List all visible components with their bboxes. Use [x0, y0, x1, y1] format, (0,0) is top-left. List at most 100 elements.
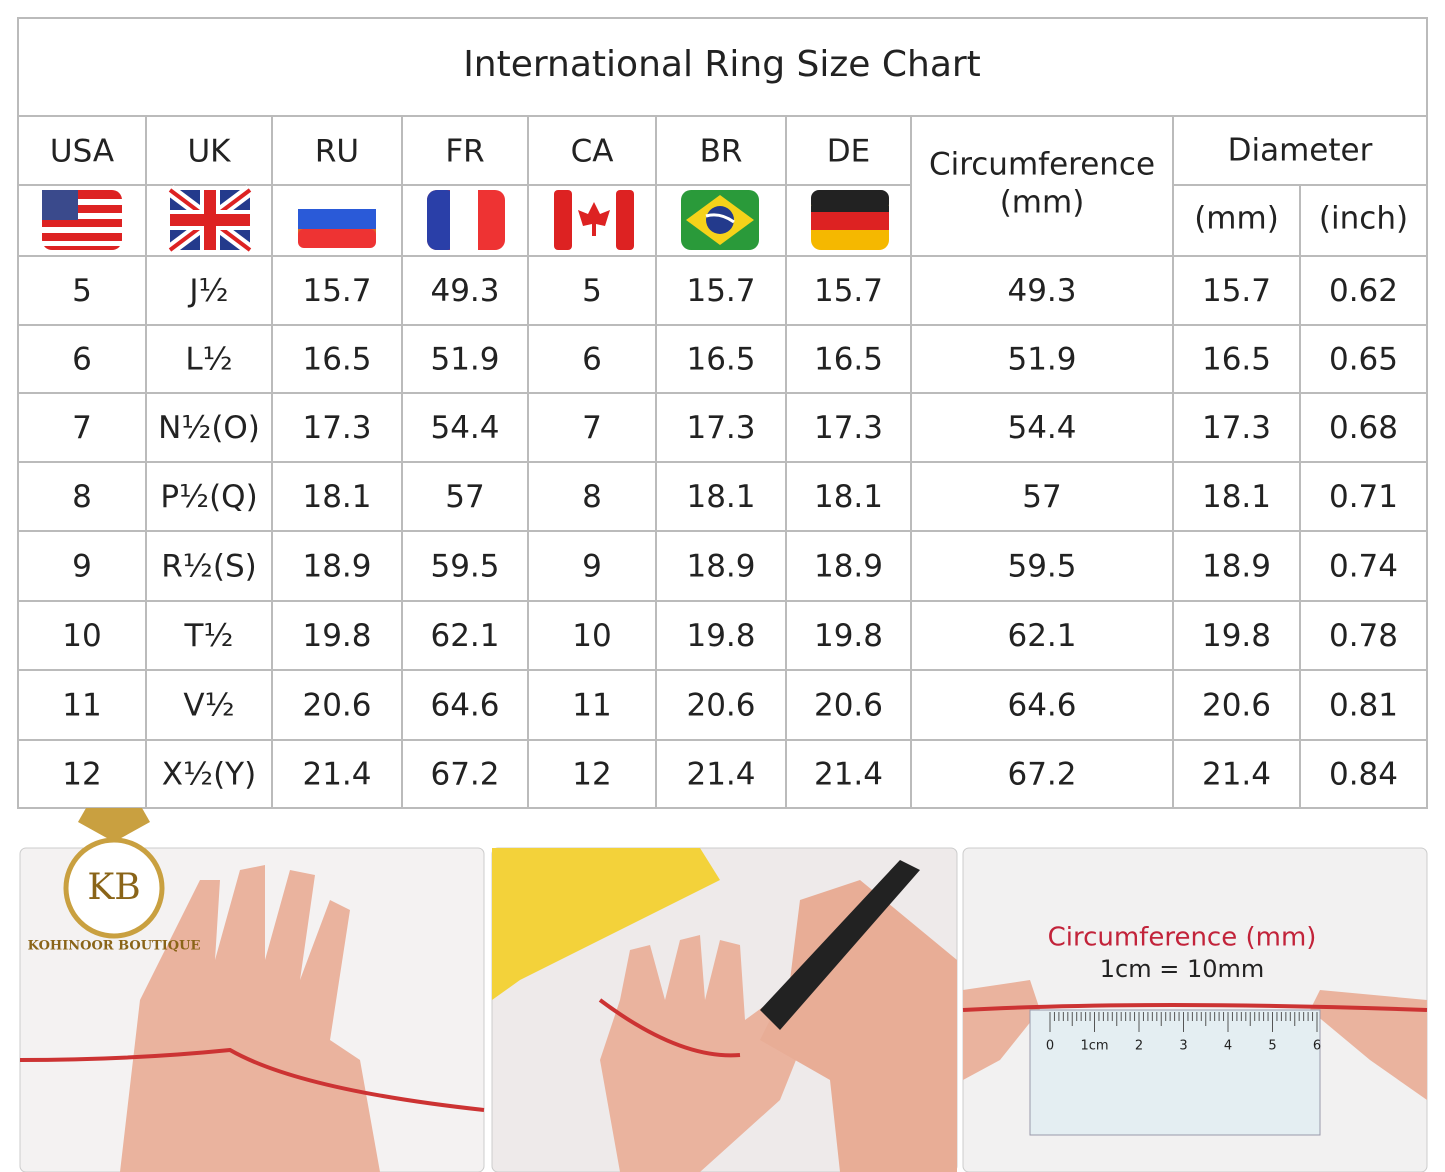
table-cell: 12: [62, 757, 101, 793]
pen: [760, 860, 920, 1030]
table-cell: J½: [187, 273, 228, 309]
table-cell: 16.5: [686, 342, 755, 378]
table-cell: 54.4: [430, 410, 499, 446]
table-cell: L½: [185, 342, 232, 378]
column-header: Diameter: [1228, 133, 1373, 169]
table-cell: 51.9: [1007, 342, 1076, 378]
table-cell: 19.8: [302, 618, 371, 654]
table-cell: 9: [582, 549, 602, 585]
photo-scale: 1cm = 10mm: [1100, 955, 1265, 983]
column-header: RU: [315, 134, 359, 170]
table-cell: 18.1: [302, 479, 371, 515]
table-cell: 10: [62, 618, 101, 654]
table-cell: 57: [1022, 479, 1061, 515]
column-header: CA: [571, 134, 614, 170]
flag-de: [811, 190, 889, 250]
table-cell: 9: [72, 549, 92, 585]
table-cell: 67.2: [430, 757, 499, 793]
table-cell: 59.5: [1007, 549, 1076, 585]
table-cell: 18.1: [686, 479, 755, 515]
table-cell: 16.5: [814, 342, 883, 378]
table-cell: 17.3: [814, 410, 883, 446]
table-cell: 51.9: [430, 342, 499, 378]
table-cell: 17.3: [686, 410, 755, 446]
ruler-label: 3: [1179, 1039, 1187, 1054]
table-cell: 6: [582, 342, 602, 378]
table-cell: 19.8: [814, 618, 883, 654]
ruler-ticks: 0 1cm 2 3 4 5 6: [1046, 1012, 1321, 1054]
table-cell: 64.6: [1007, 688, 1076, 724]
flags: [42, 185, 889, 255]
column-header: (mm): [1000, 185, 1085, 221]
column-header: DE: [827, 134, 870, 170]
table-title: International Ring Size Chart: [463, 44, 981, 85]
column-header: USA: [50, 134, 114, 170]
photos: 0 1cm 2 3 4 5 6 Circumference (mm) 1cm = 10mm: [19, 847, 1428, 1172]
table-cell: 18.9: [302, 549, 371, 585]
table-cell: 19.8: [686, 618, 755, 654]
table-cell: 15.7: [302, 273, 371, 309]
string: [19, 998, 1428, 1112]
table-cell: 15.7: [686, 273, 755, 309]
table-cell: 5: [72, 273, 92, 309]
logo-name: KOHINOOR BOUTIQUE: [28, 939, 201, 954]
ruler: [1029, 1009, 1321, 1136]
ruler-label: 0: [1046, 1039, 1054, 1054]
table-cell: 15.7: [814, 273, 883, 309]
ruler-label: 2: [1135, 1039, 1143, 1054]
table-cell: 18.9: [1202, 549, 1271, 585]
table-cell: 7: [72, 410, 92, 446]
table-cell: X½(Y): [162, 757, 256, 793]
table-cell: V½: [183, 688, 234, 724]
column-subheader: (mm): [1194, 201, 1279, 237]
flag-uk: [166, 185, 254, 255]
table-cell: 0.68: [1329, 410, 1398, 446]
flag-fr: [427, 190, 505, 250]
table-cell: 17.3: [302, 410, 371, 446]
ruler-label: 1cm: [1080, 1039, 1108, 1054]
table-frame: [17, 17, 1428, 809]
table-cell: 0.62: [1329, 273, 1398, 309]
table-cell: 57: [445, 479, 484, 515]
photo-caption: Circumference (mm): [1048, 923, 1317, 953]
table-cell: 0.65: [1329, 342, 1398, 378]
table-cell: 0.74: [1329, 549, 1398, 585]
column-header: UK: [187, 134, 231, 170]
table-cell: 18.1: [814, 479, 883, 515]
table-cell: 49.3: [430, 273, 499, 309]
column-header: FR: [445, 134, 484, 170]
table-cell: 21.4: [814, 757, 883, 793]
table-cell: 18.9: [686, 549, 755, 585]
table-cell: 62.1: [1007, 618, 1076, 654]
table-cell: R½(S): [161, 549, 256, 585]
column-header: Circumference: [929, 147, 1155, 183]
logo: KB KOHINOOR BOUTIQUE: [28, 808, 201, 954]
table-cell: 19.8: [1202, 618, 1271, 654]
table-cell: 21.4: [1202, 757, 1271, 793]
table-cell: 7: [582, 410, 602, 446]
table-cell: 0.71: [1329, 479, 1398, 515]
table-cell: 10: [572, 618, 611, 654]
table-cell: 0.78: [1329, 618, 1398, 654]
table-cell: T½: [184, 618, 234, 654]
table-cell: 49.3: [1007, 273, 1076, 309]
table-cell: 5: [582, 273, 602, 309]
table-cell: 20.6: [686, 688, 755, 724]
table-cell: 16.5: [302, 342, 371, 378]
table-cell: 20.6: [814, 688, 883, 724]
table-cell: 18.9: [814, 549, 883, 585]
yellow-paper: [492, 848, 720, 1000]
table-cell: 11: [62, 688, 101, 724]
table-cell: 12: [572, 757, 611, 793]
table-cell: 6: [72, 342, 92, 378]
flag-ca: [554, 190, 634, 250]
flag-br: [681, 190, 759, 250]
column-subheader: (inch): [1319, 201, 1408, 237]
table-cell: 21.4: [302, 757, 371, 793]
table-cell: 11: [572, 688, 611, 724]
ruler-label: 4: [1224, 1039, 1232, 1054]
table-cell: 20.6: [1202, 688, 1271, 724]
logo-initials: KB: [87, 867, 140, 908]
table-cell: 59.5: [430, 549, 499, 585]
ruler-label: 6: [1313, 1039, 1321, 1054]
